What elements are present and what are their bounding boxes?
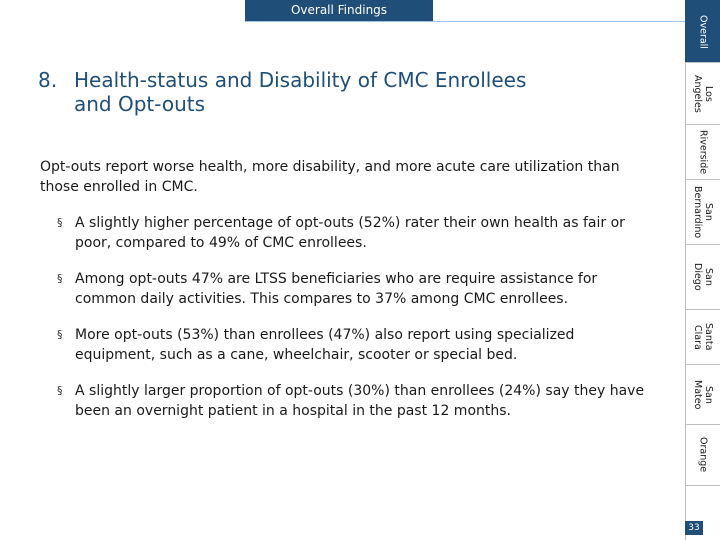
tab-orange[interactable]: Orange (685, 424, 720, 485)
tab-san-bernardino[interactable]: San Bernardino (685, 179, 720, 244)
bullet-marker: § (57, 328, 63, 341)
slide-title: 8. Health-status and Disability of CMC En… (38, 68, 658, 116)
intro-text: Opt-outs report worse health, more disab… (40, 159, 620, 195)
tab-riverside[interactable]: Riverside (685, 124, 720, 179)
finding-text: A slightly higher percentage of opt-outs… (75, 215, 625, 251)
tab-label: San Bernardino (692, 185, 714, 239)
tab-label: Riverside (697, 129, 709, 175)
tab-overall[interactable]: Overall (685, 0, 720, 62)
finding-item: § A slightly higher percentage of opt-out… (55, 213, 655, 253)
tab-label: Santa Clara (692, 323, 714, 351)
bullet-marker: § (57, 384, 63, 397)
bullet-marker: § (57, 272, 63, 285)
slide-number: 8. (38, 68, 58, 92)
header-divider (245, 21, 685, 22)
finding-item: § A slightly larger proportion of opt-out… (55, 381, 655, 421)
finding-text: Among opt-outs 47% are LTSS beneficiarie… (75, 271, 598, 307)
slide-title-line1: Health-status and Disability of CMC Enro… (74, 68, 527, 92)
finding-item: § Among opt-outs 47% are LTSS beneficiari… (55, 269, 655, 309)
findings-list: § A slightly higher percentage of opt-out… (55, 213, 655, 437)
finding-text: More opt-outs (53%) than enrollees (47%)… (75, 327, 575, 363)
tab-los-angeles[interactable]: Los Angeles (685, 62, 720, 124)
tab-label: San Diego (692, 263, 714, 291)
tab-label: Orange (697, 437, 709, 473)
bullet-marker: § (57, 216, 63, 229)
finding-item: § More opt-outs (53%) than enrollees (47%… (55, 325, 655, 365)
tab-san-diego[interactable]: San Diego (685, 244, 720, 309)
county-nav-sidebar: Overall Los Angeles Riverside San Bernar… (685, 0, 720, 540)
section-header-tab: Overall Findings (245, 0, 433, 21)
tab-san-mateo[interactable]: San Mateo (685, 364, 720, 424)
page-number: 33 (685, 521, 703, 535)
tab-label: Los Angeles (692, 74, 714, 113)
tab-santa-clara[interactable]: Santa Clara (685, 309, 720, 364)
finding-text: A slightly larger proportion of opt-outs… (75, 383, 645, 419)
tab-label: Overall (697, 14, 709, 49)
tab-label: San Mateo (692, 379, 714, 410)
slide-title-line2: and Opt-outs (74, 92, 206, 116)
